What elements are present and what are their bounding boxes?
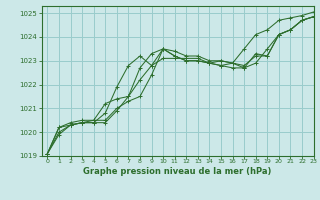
X-axis label: Graphe pression niveau de la mer (hPa): Graphe pression niveau de la mer (hPa) — [84, 167, 272, 176]
